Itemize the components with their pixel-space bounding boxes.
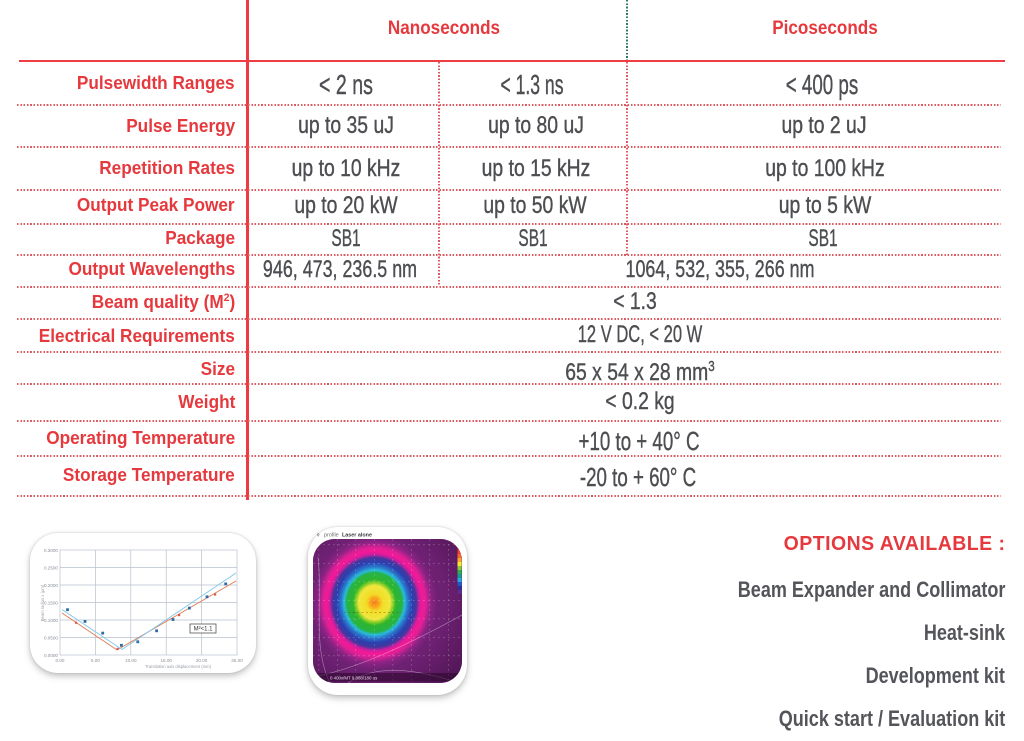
svg-text:0.1500: 0.1500	[44, 600, 58, 605]
svg-text:0 400x/MT 9.888/180 us: 0 400x/MT 9.888/180 us	[330, 675, 378, 680]
svg-text:Laser alone: Laser alone	[342, 533, 372, 539]
svg-text:10.00: 10.00	[125, 658, 137, 663]
svg-text:Beam radius x (μm): Beam radius x (μm)	[40, 584, 45, 621]
svg-text:0.2500: 0.2500	[44, 565, 58, 570]
svg-text:25.00: 25.00	[231, 658, 243, 663]
svg-text:M²<1.1: M²<1.1	[194, 627, 214, 633]
svg-text:5.00: 5.00	[91, 658, 100, 663]
svg-text:20.00: 20.00	[196, 658, 208, 663]
svg-text:0.0000: 0.0000	[44, 653, 58, 658]
svg-text:15.00: 15.00	[160, 658, 172, 663]
svg-text:◊: ◊	[317, 533, 320, 539]
svg-text:Translation axis displacement: Translation axis displacement (mm)	[145, 664, 212, 669]
svg-text:0.1000: 0.1000	[44, 618, 58, 623]
svg-text:0.0500: 0.0500	[44, 635, 58, 640]
svg-text:0.2000: 0.2000	[44, 583, 58, 588]
svg-text:0.3000: 0.3000	[44, 548, 58, 553]
svg-text:profile: profile	[324, 533, 339, 539]
svg-text:0.00: 0.00	[56, 658, 65, 663]
